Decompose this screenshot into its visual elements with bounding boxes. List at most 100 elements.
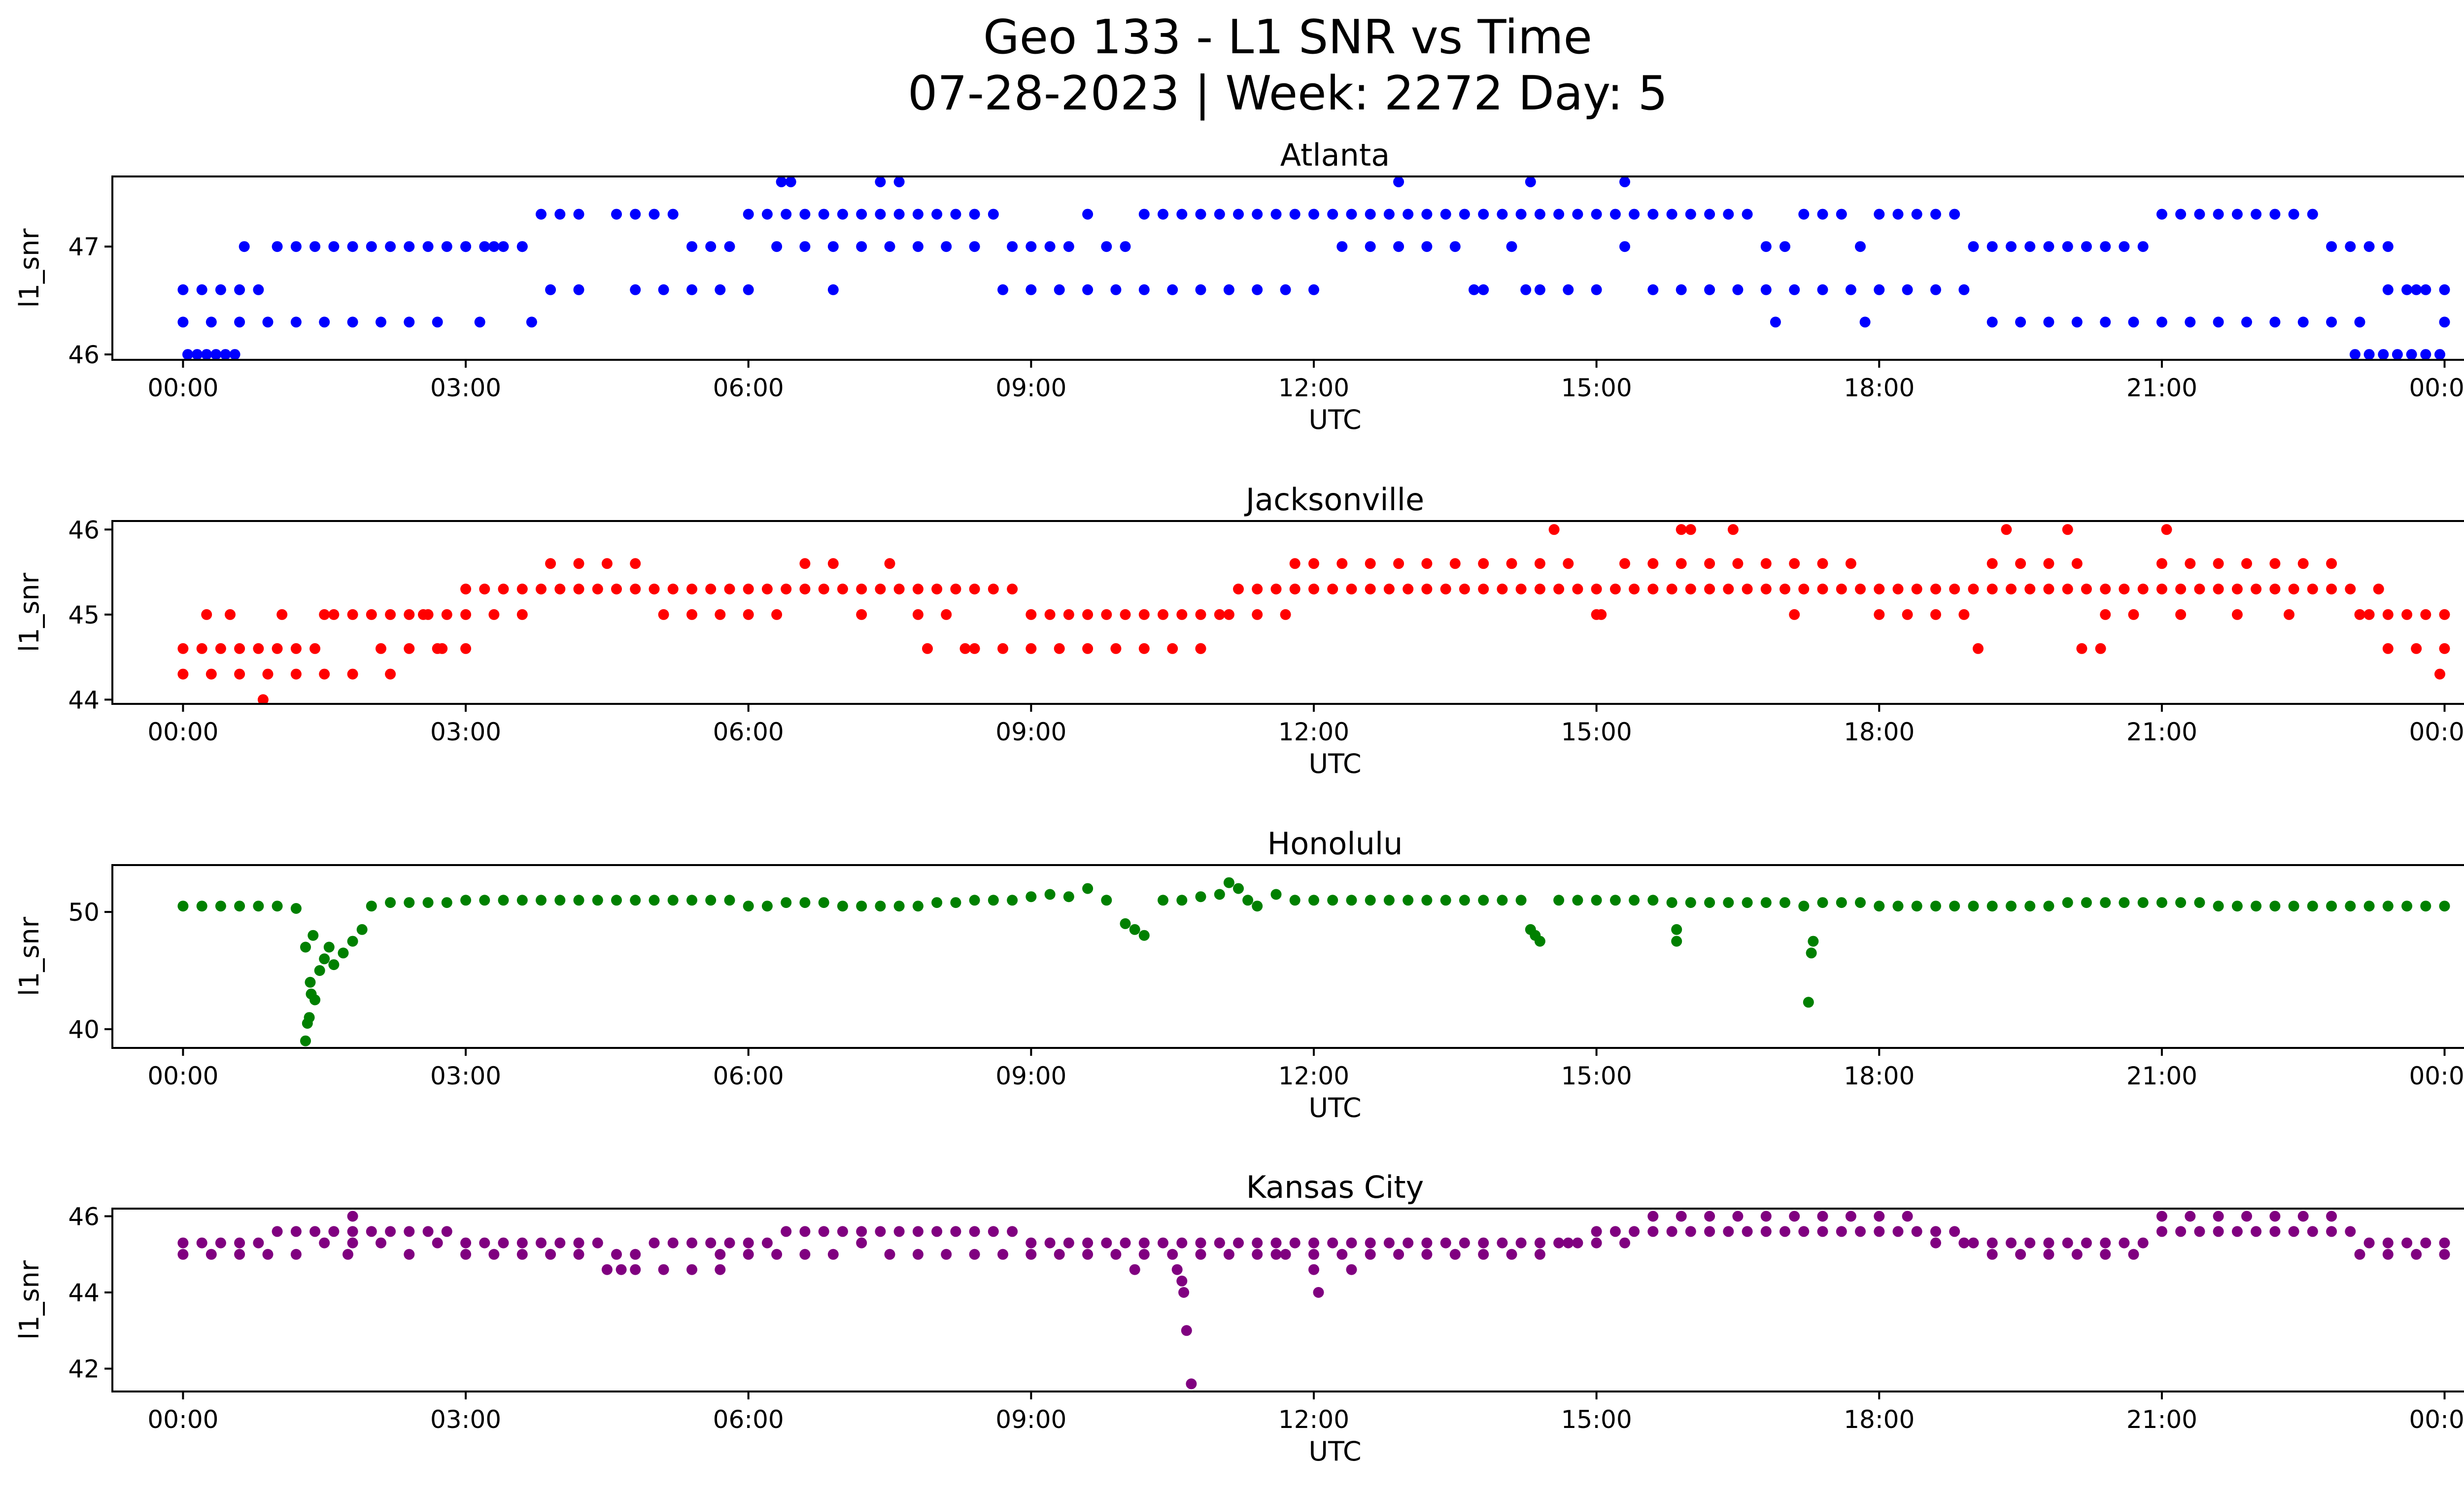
- data-point: [1647, 209, 1659, 220]
- data-point: [1798, 209, 1810, 220]
- data-point: [1346, 1264, 1357, 1275]
- data-point: [1666, 897, 1677, 908]
- data-point: [290, 1249, 302, 1260]
- data-point: [592, 895, 603, 906]
- data-point: [1506, 241, 1517, 252]
- data-point: [234, 1249, 245, 1260]
- data-point: [177, 643, 189, 654]
- y-tick-label: 44: [68, 1279, 100, 1307]
- data-point: [2043, 316, 2054, 328]
- data-point: [1120, 918, 1131, 929]
- data-point: [950, 584, 961, 594]
- data-point: [2175, 609, 2187, 620]
- data-point: [1440, 209, 1451, 220]
- data-point: [2156, 1211, 2167, 1222]
- data-point: [1973, 643, 1984, 654]
- data-point: [2345, 584, 2356, 594]
- data-point: [893, 209, 905, 220]
- data-point: [239, 241, 250, 252]
- data-point: [1497, 584, 1508, 594]
- scatter-points: [177, 524, 2450, 704]
- data-point: [422, 897, 434, 908]
- data-point: [2401, 1237, 2413, 1249]
- plot-frame: [111, 864, 2464, 1049]
- data-point: [347, 241, 358, 252]
- data-point: [1082, 1237, 1094, 1249]
- data-point: [1252, 284, 1263, 295]
- data-point: [1478, 1249, 1489, 1260]
- data-point: [177, 284, 189, 295]
- x-tick-label: 18:00: [1844, 1405, 1915, 1434]
- data-point: [2100, 609, 2111, 620]
- data-point: [1233, 883, 1244, 894]
- data-point: [743, 1237, 754, 1249]
- data-point: [314, 965, 325, 976]
- data-point: [1619, 241, 1630, 252]
- data-point: [856, 1226, 867, 1237]
- data-point: [2024, 241, 2036, 252]
- data-point: [997, 284, 1008, 295]
- data-point: [2024, 584, 2036, 594]
- data-point: [1817, 558, 1828, 569]
- data-point: [1591, 1226, 1602, 1237]
- data-point: [323, 941, 335, 953]
- data-point: [2119, 241, 2130, 252]
- data-point: [2043, 1237, 2054, 1249]
- data-point: [554, 1237, 566, 1249]
- data-point: [2100, 1249, 2111, 1260]
- data-point: [272, 241, 283, 252]
- data-point: [1855, 1226, 1866, 1237]
- data-point: [177, 1249, 189, 1260]
- data-point: [761, 901, 773, 912]
- data-point: [2001, 524, 2012, 535]
- panel-jacksonville: Jacksonville 00:00 03:00 06:00 09:00 12:00 15:…: [14, 482, 2464, 779]
- data-point: [1449, 558, 1461, 569]
- data-point: [1393, 558, 1404, 569]
- data-point: [306, 988, 317, 1000]
- data-point: [1958, 1237, 1970, 1249]
- data-point: [220, 349, 231, 360]
- data-point: [2439, 316, 2450, 328]
- data-point: [2043, 901, 2054, 912]
- data-point: [210, 349, 222, 360]
- data-point: [2326, 901, 2337, 912]
- data-point: [1110, 1249, 1122, 1260]
- data-point: [969, 1226, 980, 1237]
- data-point: [2231, 584, 2243, 594]
- data-point: [2128, 316, 2139, 328]
- data-point: [1478, 209, 1489, 220]
- data-point: [1403, 209, 1414, 220]
- data-point: [460, 1237, 472, 1249]
- data-point: [2284, 609, 2294, 620]
- data-point: [196, 284, 207, 295]
- data-point: [1459, 209, 1470, 220]
- data-point: [743, 284, 754, 295]
- data-point: [884, 241, 895, 252]
- data-point: [1704, 1226, 1715, 1237]
- data-point: [2241, 1211, 2252, 1222]
- data-point: [2269, 1211, 2281, 1222]
- data-point: [2241, 558, 2252, 569]
- data-point: [827, 558, 839, 569]
- data-point: [2015, 316, 2026, 328]
- data-point: [319, 609, 330, 620]
- data-point: [2288, 209, 2299, 220]
- data-point: [686, 895, 697, 906]
- data-point: [526, 316, 537, 328]
- data-point: [2363, 241, 2375, 252]
- data-point: [498, 584, 509, 594]
- data-point: [2288, 901, 2299, 912]
- data-point: [1760, 241, 1772, 252]
- data-point: [2251, 901, 2262, 912]
- data-point: [1534, 1237, 1545, 1249]
- data-point: [385, 668, 396, 680]
- data-point: [705, 241, 717, 252]
- data-point: [1026, 1237, 1037, 1249]
- data-point: [2411, 284, 2422, 295]
- data-point: [2297, 1211, 2309, 1222]
- data-point: [893, 1226, 905, 1237]
- data-point: [1520, 284, 1532, 295]
- x-tick-label: 12:00: [1278, 1062, 1349, 1090]
- data-point: [1336, 241, 1348, 252]
